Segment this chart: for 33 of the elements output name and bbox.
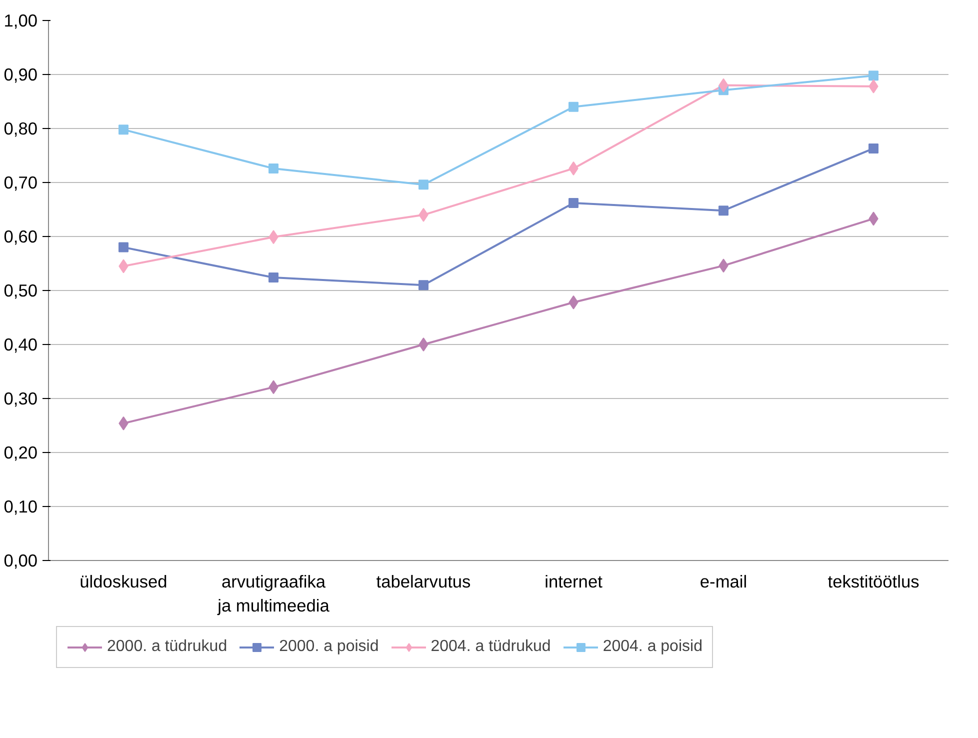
y-tick-label: 0,80 [4,118,38,138]
point [718,206,728,216]
point [418,338,428,352]
x-tick-label: arvutigraafika ja multimeedia [216,572,330,616]
x-tick-label: üldoskused [80,572,168,592]
x-tick-label: internet [544,572,603,592]
point [418,180,428,190]
point [568,198,578,208]
y-tick-label: 0,00 [4,550,38,570]
point [868,70,878,81]
x-tick-label: tekstitöötlus [828,572,920,592]
y-tick-label: 0,90 [4,64,38,84]
point [568,102,578,112]
y-tick-label: 0,10 [4,496,38,516]
point [118,242,128,252]
x-tick-label: tabelarvutus [376,572,472,592]
y-tick-label: 0,60 [4,226,38,246]
y-tick-label: 1,00 [4,10,38,30]
y-tick-label: 0,20 [4,442,38,462]
point [868,143,878,154]
legend-label: 2004. a poisid [602,638,702,656]
point [268,272,278,283]
point [118,124,128,135]
y-tick-label: 0,50 [4,280,38,300]
x-tick-label: e-mail [700,572,748,592]
y-tick-label: 0,30 [4,388,38,408]
y-tick-label: 0,70 [4,172,38,192]
legend-label: 2000. a tüdrukud [107,638,228,656]
legend-label: 2000. a poisid [279,638,379,656]
point [418,280,428,290]
point [268,163,278,174]
legend-label: 2004. a tüdrukud [430,638,551,656]
y-tick-label: 0,40 [4,334,38,354]
